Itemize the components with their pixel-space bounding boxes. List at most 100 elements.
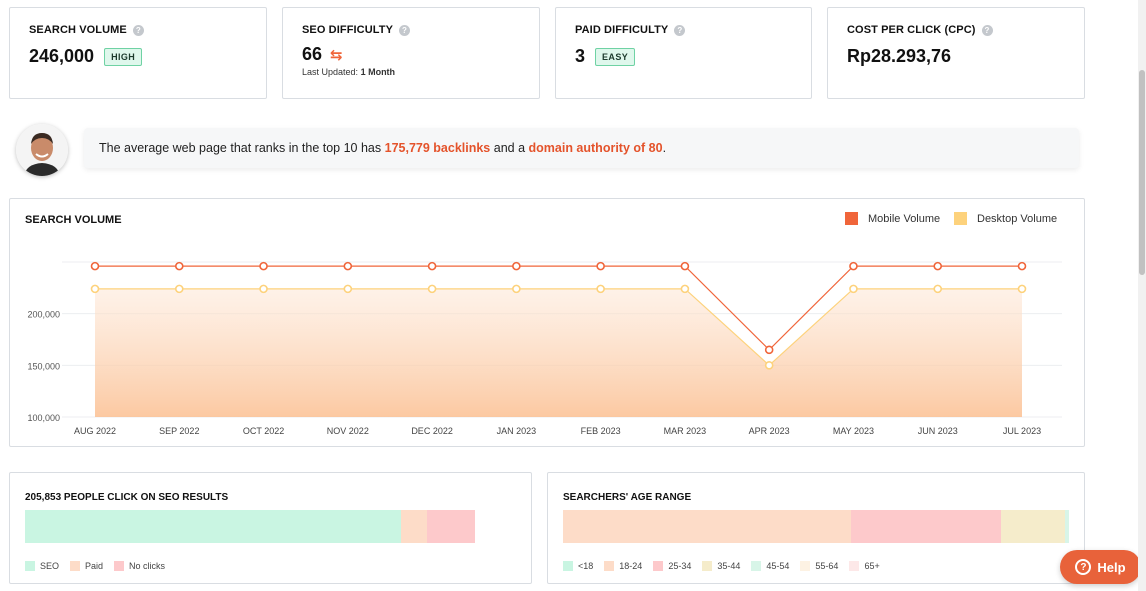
- clicks-segment: [427, 510, 475, 543]
- age-legend-item: 65+: [849, 561, 880, 571]
- desktop-point: [1017, 284, 1027, 294]
- age-legend-label: 65+: [864, 561, 880, 571]
- search-volume-badge: HIGH: [104, 47, 143, 66]
- cpc-value: Rp28.293,76: [847, 46, 952, 66]
- help-button[interactable]: ? Help: [1060, 550, 1141, 584]
- y-tick-label: 200,000: [27, 310, 60, 320]
- x-tick-label: OCT 2022: [243, 426, 284, 436]
- age-segment: [851, 510, 1001, 543]
- age-legend-swatch: [653, 561, 664, 571]
- age-legend-item: 55-64: [800, 561, 838, 571]
- age-legend-item: 35-44: [702, 561, 740, 571]
- paid-difficulty-value: 3: [575, 46, 586, 66]
- mobile-point: [512, 261, 521, 271]
- age-legend-item: 18-24: [604, 561, 642, 571]
- clicks-legend-label: No clicks: [129, 561, 166, 571]
- legend-desktop[interactable]: Desktop Volume: [954, 212, 1057, 225]
- x-tick-label: JUN 2023: [918, 426, 958, 436]
- chart-title: SEARCH VOLUME: [25, 214, 122, 226]
- legend-desktop-swatch: [954, 212, 967, 225]
- mobile-point: [259, 261, 268, 271]
- search-volume-value: 246,000: [29, 46, 95, 66]
- scroll-thumb[interactable]: [1139, 70, 1145, 275]
- mobile-line: [95, 265, 1022, 351]
- desktop-point: [174, 284, 184, 294]
- age-legend-label: 25-34: [668, 561, 692, 571]
- clicks-legend-swatch: [114, 561, 125, 571]
- clicks-segment: [25, 510, 402, 543]
- age-legend-swatch: [702, 561, 713, 571]
- seo-clicks-title: 205,853 PEOPLE CLICK ON SEO RESULTS: [25, 492, 229, 503]
- age-legend-item: <18: [563, 561, 593, 571]
- paid-difficulty-badge: EASY: [595, 47, 636, 66]
- mobile-point: [764, 345, 774, 355]
- mobile-point: [680, 261, 690, 271]
- clicks-legend-item: No clicks: [114, 561, 165, 571]
- mobile-point: [174, 261, 184, 271]
- scrollbar[interactable]: [1138, 0, 1146, 591]
- question-icon: ?: [1075, 559, 1092, 575]
- clicks-legend-swatch: [25, 561, 35, 571]
- backlinks-count: 175,779 backlinks: [384, 141, 491, 155]
- seo-difficulty-label: SEO DIFFICULTY: [302, 24, 394, 36]
- desktop-point: [764, 361, 774, 370]
- clicks-segment: [401, 510, 428, 543]
- desktop-point: [680, 284, 690, 294]
- x-tick-label: NOV 2022: [327, 426, 369, 436]
- backlinks-banner: The average web page that ranks in the t…: [84, 128, 1079, 168]
- x-tick-label: AUG 2022: [74, 426, 116, 436]
- help-icon[interactable]: ?: [981, 24, 993, 36]
- mobile-point: [427, 261, 437, 271]
- seo-clicks-bar: [25, 510, 475, 543]
- age-legend-swatch: [849, 561, 860, 571]
- help-icon[interactable]: ?: [674, 24, 686, 36]
- age-segment: [1000, 510, 1065, 543]
- seo-difficulty-value: 66: [302, 44, 323, 64]
- help-icon[interactable]: ?: [132, 24, 144, 36]
- help-icon[interactable]: ?: [399, 24, 411, 36]
- mobile-point: [849, 261, 858, 271]
- search-volume-label: SEARCH VOLUME: [29, 24, 127, 36]
- legend-mobile[interactable]: Mobile Volume: [845, 212, 940, 225]
- mobile-point: [596, 261, 605, 271]
- desktop-area: [95, 288, 1022, 417]
- desktop-point: [259, 284, 268, 294]
- x-tick-label: FEB 2023: [581, 426, 621, 436]
- age-legend-label: 45-54: [766, 561, 790, 571]
- age-legend-label: <18: [578, 561, 594, 571]
- cpc-card: COST PER CLICK (CPC) ? Rp28.293,76: [827, 7, 1085, 99]
- clicks-legend-item: SEO: [25, 561, 59, 571]
- desktop-point: [512, 284, 521, 294]
- desktop-point: [596, 284, 605, 294]
- x-tick-label: MAR 2023: [664, 426, 707, 436]
- y-tick-label: 150,000: [27, 361, 60, 371]
- age-range-legend: <18 18-24 25-34 35-44 45-54 55-64 65+: [563, 561, 880, 571]
- paid-difficulty-card: PAID DIFFICULTY ? 3 EASY: [555, 7, 812, 99]
- mobile-point: [1017, 261, 1027, 271]
- age-range-card: SEARCHERS' AGE RANGE <18 18-24 25-34 35-44 4…: [547, 472, 1085, 584]
- age-segment: [563, 510, 852, 543]
- desktop-point: [849, 284, 858, 294]
- age-legend-label: 18-24: [619, 561, 643, 571]
- x-tick-label: SEP 2022: [159, 426, 199, 436]
- y-tick-label: 100,000: [27, 413, 60, 423]
- refresh-icon[interactable]: ⇆: [330, 46, 343, 64]
- mobile-point: [90, 261, 100, 271]
- desktop-point: [343, 284, 353, 294]
- seo-clicks-legend: SEO Paid No clicks: [25, 561, 165, 571]
- age-legend-swatch: [751, 561, 762, 571]
- domain-authority: domain authority of 80: [528, 141, 663, 155]
- search-volume-chart-card: SEARCH VOLUME Mobile Volume Desktop Volu…: [9, 198, 1085, 447]
- x-tick-label: MAY 2023: [833, 426, 874, 436]
- desktop-point: [90, 284, 100, 294]
- age-range-title: SEARCHERS' AGE RANGE: [563, 492, 692, 503]
- paid-difficulty-label: PAID DIFFICULTY: [575, 24, 669, 36]
- mobile-point: [343, 261, 353, 271]
- clicks-legend-label: SEO: [40, 561, 60, 571]
- age-legend-swatch: [604, 561, 615, 571]
- age-legend-item: 45-54: [751, 561, 789, 571]
- age-range-bar: [563, 510, 1069, 543]
- search-volume-card: SEARCH VOLUME ? 246,000 HIGH: [9, 7, 267, 99]
- clicks-legend-swatch: [70, 561, 81, 571]
- desktop-line: [95, 288, 1022, 367]
